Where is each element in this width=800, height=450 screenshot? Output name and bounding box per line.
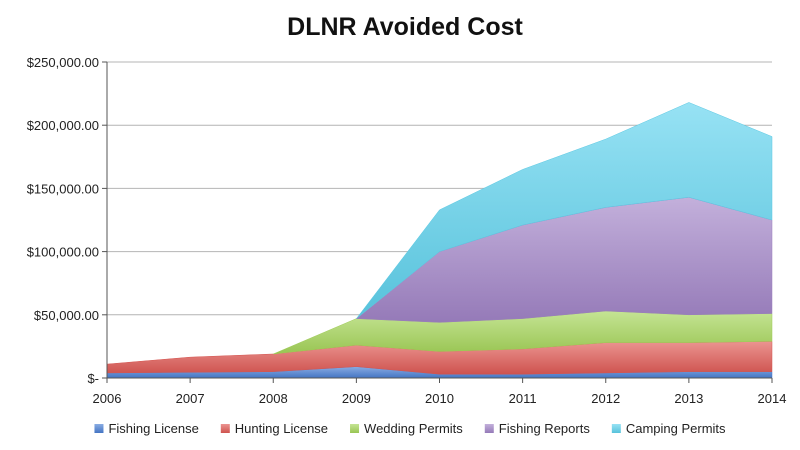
- y-tick-label: $-: [87, 371, 99, 386]
- plot-areas: [106, 102, 773, 379]
- legend-label: Fishing License: [108, 421, 198, 436]
- legend-swatch: [220, 424, 230, 433]
- legend-label: Hunting License: [235, 421, 328, 436]
- legend-item-fishing-license: Fishing License: [94, 421, 199, 436]
- legend: Fishing License Hunting License Wedding Pe…: [94, 421, 726, 436]
- y-tick-label: $150,000.00: [27, 181, 99, 196]
- legend-item-camping-permits: Camping Permits: [611, 421, 726, 436]
- legend-swatch: [350, 424, 360, 433]
- x-tick-label: 2007: [176, 391, 205, 406]
- area-camping-permits: [356, 102, 773, 319]
- legend-swatch: [484, 424, 494, 433]
- x-tick-label: 2012: [591, 391, 620, 406]
- legend-label: Wedding Permits: [364, 421, 463, 436]
- y-tick-label: $100,000.00: [27, 245, 99, 260]
- legend-item-fishing-reports: Fishing Reports: [484, 421, 591, 436]
- x-tick-label: 2008: [259, 391, 288, 406]
- axes: [102, 61, 773, 383]
- chart-title: DLNR Avoided Cost: [287, 13, 523, 41]
- legend-item-wedding-permits: Wedding Permits: [350, 421, 463, 436]
- x-tick-label: 2010: [425, 391, 454, 406]
- x-tick-labels: 2006 2007 2008 2009 2010 2011 2012 2013 2014: [93, 391, 787, 406]
- legend-item-hunting-license: Hunting License: [220, 421, 328, 436]
- x-tick-label: 2014: [758, 391, 787, 406]
- legend-swatch: [611, 424, 621, 433]
- x-tick-label: 2011: [509, 391, 537, 406]
- legend-label: Camping Permits: [626, 421, 726, 436]
- y-tick-label: $200,000.00: [27, 118, 99, 133]
- legend-swatch: [94, 424, 104, 433]
- legend-label: Fishing Reports: [499, 421, 591, 436]
- y-tick-label: $50,000.00: [34, 308, 99, 323]
- x-tick-label: 2013: [674, 391, 703, 406]
- x-tick-label: 2009: [342, 391, 371, 406]
- x-tick-label: 2006: [93, 391, 122, 406]
- y-tick-labels: $- $50,000.00 $100,000.00 $150,000.00 $200,0…: [27, 55, 99, 386]
- y-tick-label: $250,000.00: [27, 55, 99, 70]
